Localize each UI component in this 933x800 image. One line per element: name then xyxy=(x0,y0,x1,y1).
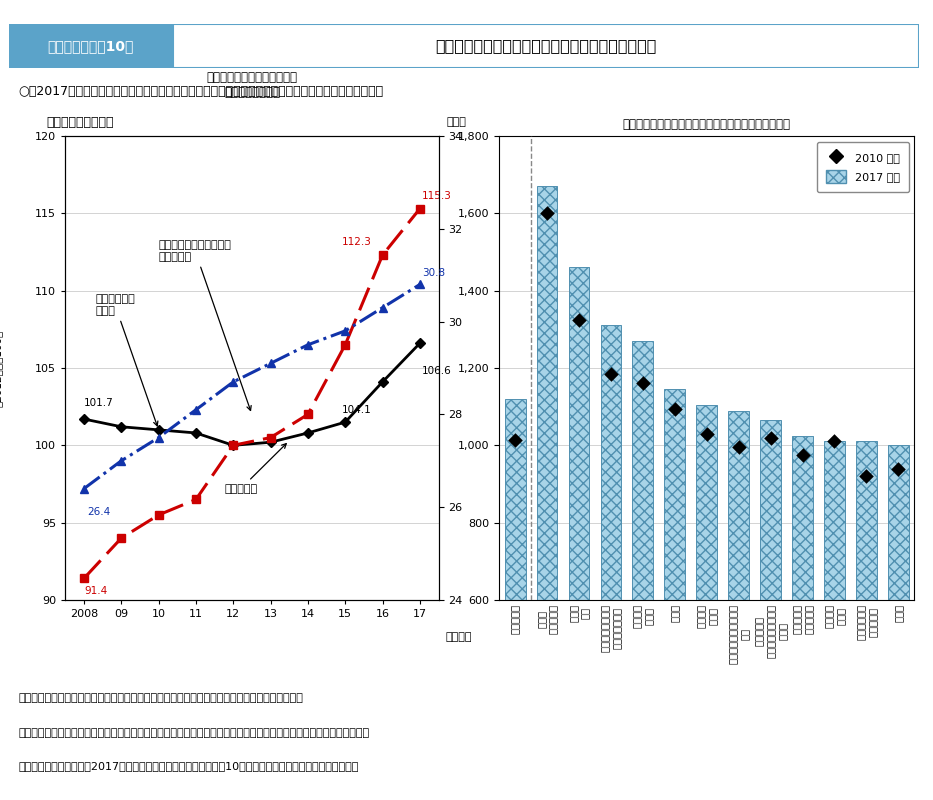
Text: パートタイム労働者比率と時給換算した賃金の推移: パートタイム労働者比率と時給換算した賃金の推移 xyxy=(435,38,657,54)
Bar xyxy=(601,326,621,800)
Text: 112.3: 112.3 xyxy=(341,238,371,247)
Bar xyxy=(856,442,877,800)
Text: おいて水準が高い。: おいて水準が高い。 xyxy=(46,116,114,130)
Bar xyxy=(696,405,717,800)
Point xyxy=(572,314,587,326)
Text: 資料出所　厚生労働省「毎月勤労統計調査」をもとに厚生労働省労働政策担当参事官室にて作成: 資料出所 厚生労働省「毎月勤労統計調査」をもとに厚生労働省労働政策担当参事官室に… xyxy=(19,693,303,703)
Text: 104.1: 104.1 xyxy=(341,405,371,415)
Title: 産業別にみたパートタイム労働者の賃金（時給換算）: 産業別にみたパートタイム労働者の賃金（時給換算） xyxy=(622,118,791,130)
Text: （注）　１）パートタイム労働者比率は、パートタイム労働者数を就業形態計の常用労働者数で除した数値である。: （注） １）パートタイム労働者比率は、パートタイム労働者数を就業形態計の常用労働… xyxy=(19,727,369,738)
Bar xyxy=(633,341,653,800)
Point xyxy=(891,462,906,475)
Text: 一般労働者: 一般労働者 xyxy=(224,444,286,494)
Point xyxy=(795,449,810,462)
Point xyxy=(859,470,874,482)
Bar xyxy=(536,186,557,800)
Bar xyxy=(505,399,525,800)
Point xyxy=(827,435,842,448)
Bar xyxy=(824,442,845,800)
Text: 115.3: 115.3 xyxy=(422,191,452,201)
Text: パートタイム労働者比率
（右目盛）: パートタイム労働者比率 （右目盛） xyxy=(159,240,251,410)
Point xyxy=(667,402,682,415)
Text: （年度）: （年度） xyxy=(446,633,472,642)
FancyBboxPatch shape xyxy=(173,24,919,68)
Point xyxy=(635,377,650,390)
FancyBboxPatch shape xyxy=(9,24,173,68)
Bar xyxy=(664,390,685,800)
Text: 91.4: 91.4 xyxy=(84,586,107,596)
Text: （2012年度＝100）: （2012年度＝100） xyxy=(0,330,3,406)
Text: ○　2017年度における産業別のパートタイム労働者の時給は、「教育，学習支援業」「医療，福祉」に: ○ 2017年度における産業別のパートタイム労働者の時給は、「教育，学習支援業」… xyxy=(19,85,383,98)
Bar xyxy=(792,436,813,800)
Legend: 2010 年度, 2017 年度: 2010 年度, 2017 年度 xyxy=(817,142,909,192)
Text: 106.6: 106.6 xyxy=(422,366,452,377)
Bar xyxy=(729,410,749,800)
Bar xyxy=(888,446,909,800)
Text: パートタイム
労働者: パートタイム 労働者 xyxy=(95,294,158,426)
Text: 第１－（３）－10図: 第１－（３）－10図 xyxy=(48,39,134,53)
Text: （円）: （円） xyxy=(446,117,466,126)
Point xyxy=(604,367,619,380)
Point xyxy=(539,207,554,220)
Bar xyxy=(760,420,781,800)
Point xyxy=(700,427,715,440)
Text: 26.4: 26.4 xyxy=(88,507,111,518)
Text: （%）: （%） xyxy=(501,357,510,379)
Point xyxy=(763,431,778,444)
Bar xyxy=(568,267,590,800)
Text: ２）右図は、2017年度時点でパートタイム労働者数が10万人未満の産業について割愛している。: ２）右図は、2017年度時点でパートタイム労働者数が10万人未満の産業について割… xyxy=(19,761,359,771)
Point xyxy=(731,441,746,454)
Text: 常用雇用指数・パートタイム
労働者比率の推移: 常用雇用指数・パートタイム 労働者比率の推移 xyxy=(206,71,298,99)
Point xyxy=(508,433,522,446)
Text: 101.7: 101.7 xyxy=(84,398,114,408)
Text: 30.8: 30.8 xyxy=(422,267,445,278)
